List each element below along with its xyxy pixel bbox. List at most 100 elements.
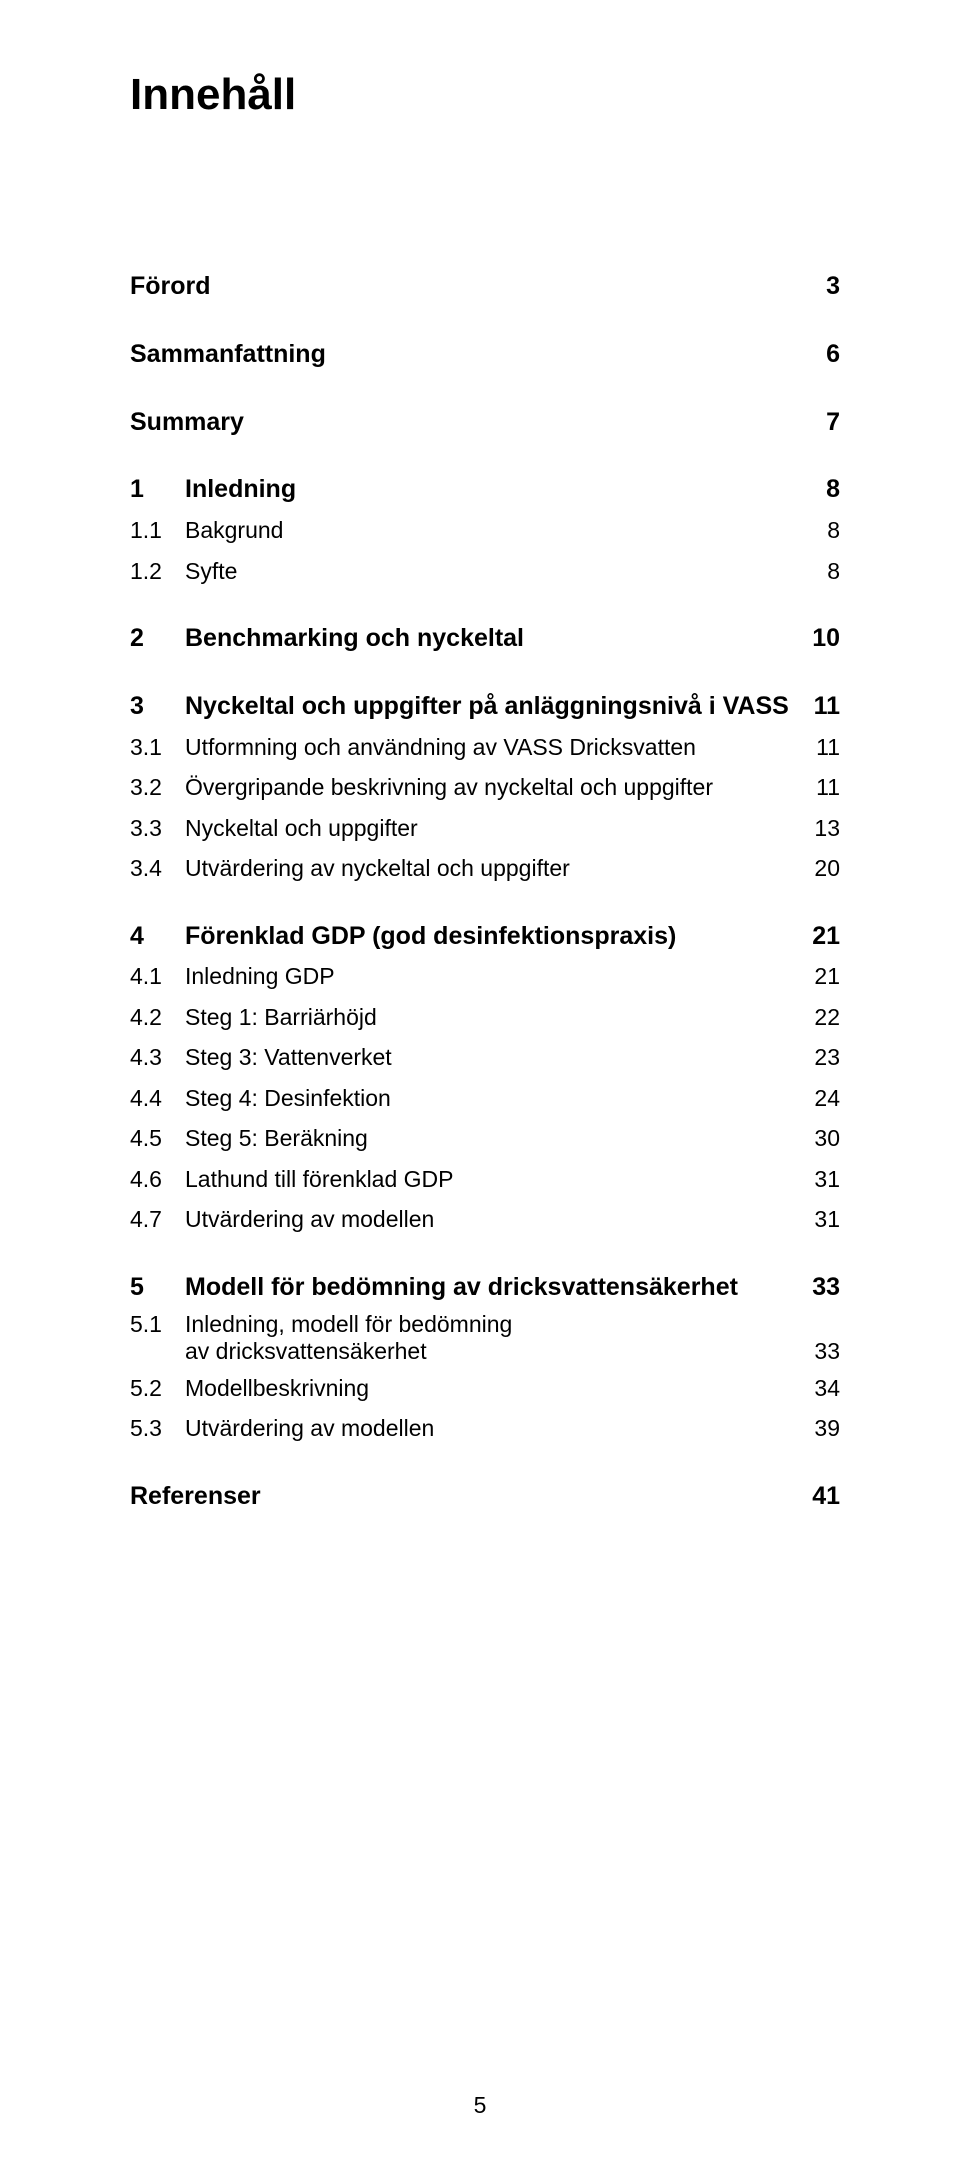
toc-text: Övergripande beskrivning av nyckeltal oc… <box>185 770 713 805</box>
toc-text: Inledning, modell för bedömning <box>185 1311 512 1338</box>
toc-text: Steg 3: Vattenverket <box>185 1040 392 1075</box>
toc-number: 3.2 <box>130 770 185 805</box>
toc-entry: 5.3Utvärdering av modellen 39 <box>130 1411 840 1446</box>
table-of-contents: Förord3Sammanfattning6Summary71Inledning… <box>130 270 840 1513</box>
page-title: Innehåll <box>130 70 840 120</box>
toc-page: 11 <box>816 730 840 765</box>
toc-entry: 1Inledning 8 <box>130 473 840 507</box>
toc-text: Lathund till förenklad GDP <box>185 1162 454 1197</box>
toc-number: 4.7 <box>130 1202 185 1237</box>
toc-page: 33 <box>814 1338 840 1365</box>
toc-text: Referenser <box>130 1480 261 1514</box>
toc-number: 3.3 <box>130 811 185 846</box>
toc-page: 8 <box>826 473 840 507</box>
toc-number: 3 <box>130 690 185 724</box>
toc-text: Summary <box>130 406 244 440</box>
toc-page: 6 <box>826 338 840 372</box>
toc-page: 21 <box>814 959 840 994</box>
toc-entry: 3.2Övergripande beskrivning av nyckeltal… <box>130 770 840 805</box>
toc-entry: Referenser 41 <box>130 1480 840 1514</box>
toc-text: Steg 4: Desinfektion <box>185 1081 391 1116</box>
toc-entry: Sammanfattning 6 <box>130 338 840 372</box>
toc-number: 4.4 <box>130 1081 185 1116</box>
toc-page: 30 <box>814 1121 840 1156</box>
toc-text: av dricksvattensäkerhet <box>185 1338 427 1365</box>
toc-entry: 4.6Lathund till förenklad GDP 31 <box>130 1162 840 1197</box>
toc-text: Utvärdering av modellen <box>185 1202 434 1237</box>
toc-page: 11 <box>816 770 840 805</box>
toc-number: 5.3 <box>130 1411 185 1446</box>
toc-page: 31 <box>814 1202 840 1237</box>
toc-entry: 1.2Syfte 8 <box>130 554 840 589</box>
toc-number: 3.1 <box>130 730 185 765</box>
toc-page: 13 <box>814 811 840 846</box>
toc-number: 5.1 <box>130 1311 185 1338</box>
toc-page: 21 <box>812 920 840 954</box>
toc-page: 3 <box>826 270 840 304</box>
toc-text: Steg 5: Beräkning <box>185 1121 368 1156</box>
toc-text: Utvärdering av modellen <box>185 1411 434 1446</box>
toc-text: Utvärdering av nyckeltal och uppgifter <box>185 851 570 886</box>
toc-entry: 1.1Bakgrund 8 <box>130 513 840 548</box>
toc-entry: 3.1Utformning och användning av VASS Dri… <box>130 730 840 765</box>
toc-text: Nyckeltal och uppgifter <box>185 811 418 846</box>
toc-number: 1 <box>130 473 185 507</box>
toc-number: 1.2 <box>130 554 185 589</box>
toc-number: 5 <box>130 1271 185 1305</box>
toc-text: Förord <box>130 270 211 304</box>
toc-entry: 3Nyckeltal och uppgifter på anläggningsn… <box>130 690 840 724</box>
toc-number: 4.3 <box>130 1040 185 1075</box>
toc-text: Bakgrund <box>185 513 283 548</box>
toc-entry: 3.4Utvärdering av nyckeltal och uppgifte… <box>130 851 840 886</box>
toc-page: 20 <box>814 851 840 886</box>
toc-text: Inledning <box>185 473 296 507</box>
toc-text: Modellbeskrivning <box>185 1371 369 1406</box>
toc-page: 23 <box>814 1040 840 1075</box>
toc-entry: 2Benchmarking och nyckeltal 10 <box>130 622 840 656</box>
toc-number: 2 <box>130 622 185 656</box>
toc-text: Inledning GDP <box>185 959 335 994</box>
toc-page: 7 <box>826 406 840 440</box>
toc-number: 3.4 <box>130 851 185 886</box>
toc-text: Nyckeltal och uppgifter på anläggningsni… <box>185 690 789 724</box>
toc-number: 4.2 <box>130 1000 185 1035</box>
toc-entry: 5Modell för bedömning av dricksvattensäk… <box>130 1271 840 1305</box>
toc-text: Syfte <box>185 554 237 589</box>
toc-number: 1.1 <box>130 513 185 548</box>
toc-text: Förenklad GDP (god desinfektionspraxis) <box>185 920 676 954</box>
toc-page: 10 <box>812 622 840 656</box>
toc-entry: 4.1Inledning GDP 21 <box>130 959 840 994</box>
toc-entry: 5.2Modellbeskrivning 34 <box>130 1371 840 1406</box>
toc-number: 4.6 <box>130 1162 185 1197</box>
toc-entry: Förord 3 <box>130 270 840 304</box>
toc-page: 39 <box>814 1411 840 1446</box>
toc-number: 5.2 <box>130 1371 185 1406</box>
toc-entry: 4.7Utvärdering av modellen 31 <box>130 1202 840 1237</box>
toc-page: 22 <box>814 1000 840 1035</box>
toc-entry: 4.4Steg 4: Desinfektion 24 <box>130 1081 840 1116</box>
toc-entry: 4Förenklad GDP (god desinfektionspraxis)… <box>130 920 840 954</box>
toc-entry: 4.3Steg 3: Vattenverket 23 <box>130 1040 840 1075</box>
toc-entry: 4.5Steg 5: Beräkning 30 <box>130 1121 840 1156</box>
toc-text: Utformning och användning av VASS Dricks… <box>185 730 696 765</box>
toc-number: 4.5 <box>130 1121 185 1156</box>
toc-number: 4 <box>130 920 185 954</box>
toc-entry: Summary 7 <box>130 406 840 440</box>
toc-page: 8 <box>827 513 840 548</box>
toc-entry: 5.1Inledning, modell för bedömningav dri… <box>130 1311 840 1365</box>
toc-text: Benchmarking och nyckeltal <box>185 622 524 656</box>
page-number: 5 <box>474 2092 487 2119</box>
toc-page: 34 <box>814 1371 840 1406</box>
toc-page: 31 <box>814 1162 840 1197</box>
toc-entry: 4.2Steg 1: Barriärhöjd 22 <box>130 1000 840 1035</box>
toc-text: Sammanfattning <box>130 338 326 372</box>
toc-page: 24 <box>814 1081 840 1116</box>
toc-page: 8 <box>827 554 840 589</box>
toc-page: 33 <box>812 1271 840 1305</box>
toc-text: Steg 1: Barriärhöjd <box>185 1000 377 1035</box>
toc-number: 4.1 <box>130 959 185 994</box>
toc-page: 41 <box>812 1480 840 1514</box>
toc-page: 11 <box>814 690 840 724</box>
toc-entry: 3.3Nyckeltal och uppgifter 13 <box>130 811 840 846</box>
toc-text: Modell för bedömning av dricksvattensäke… <box>185 1271 738 1305</box>
